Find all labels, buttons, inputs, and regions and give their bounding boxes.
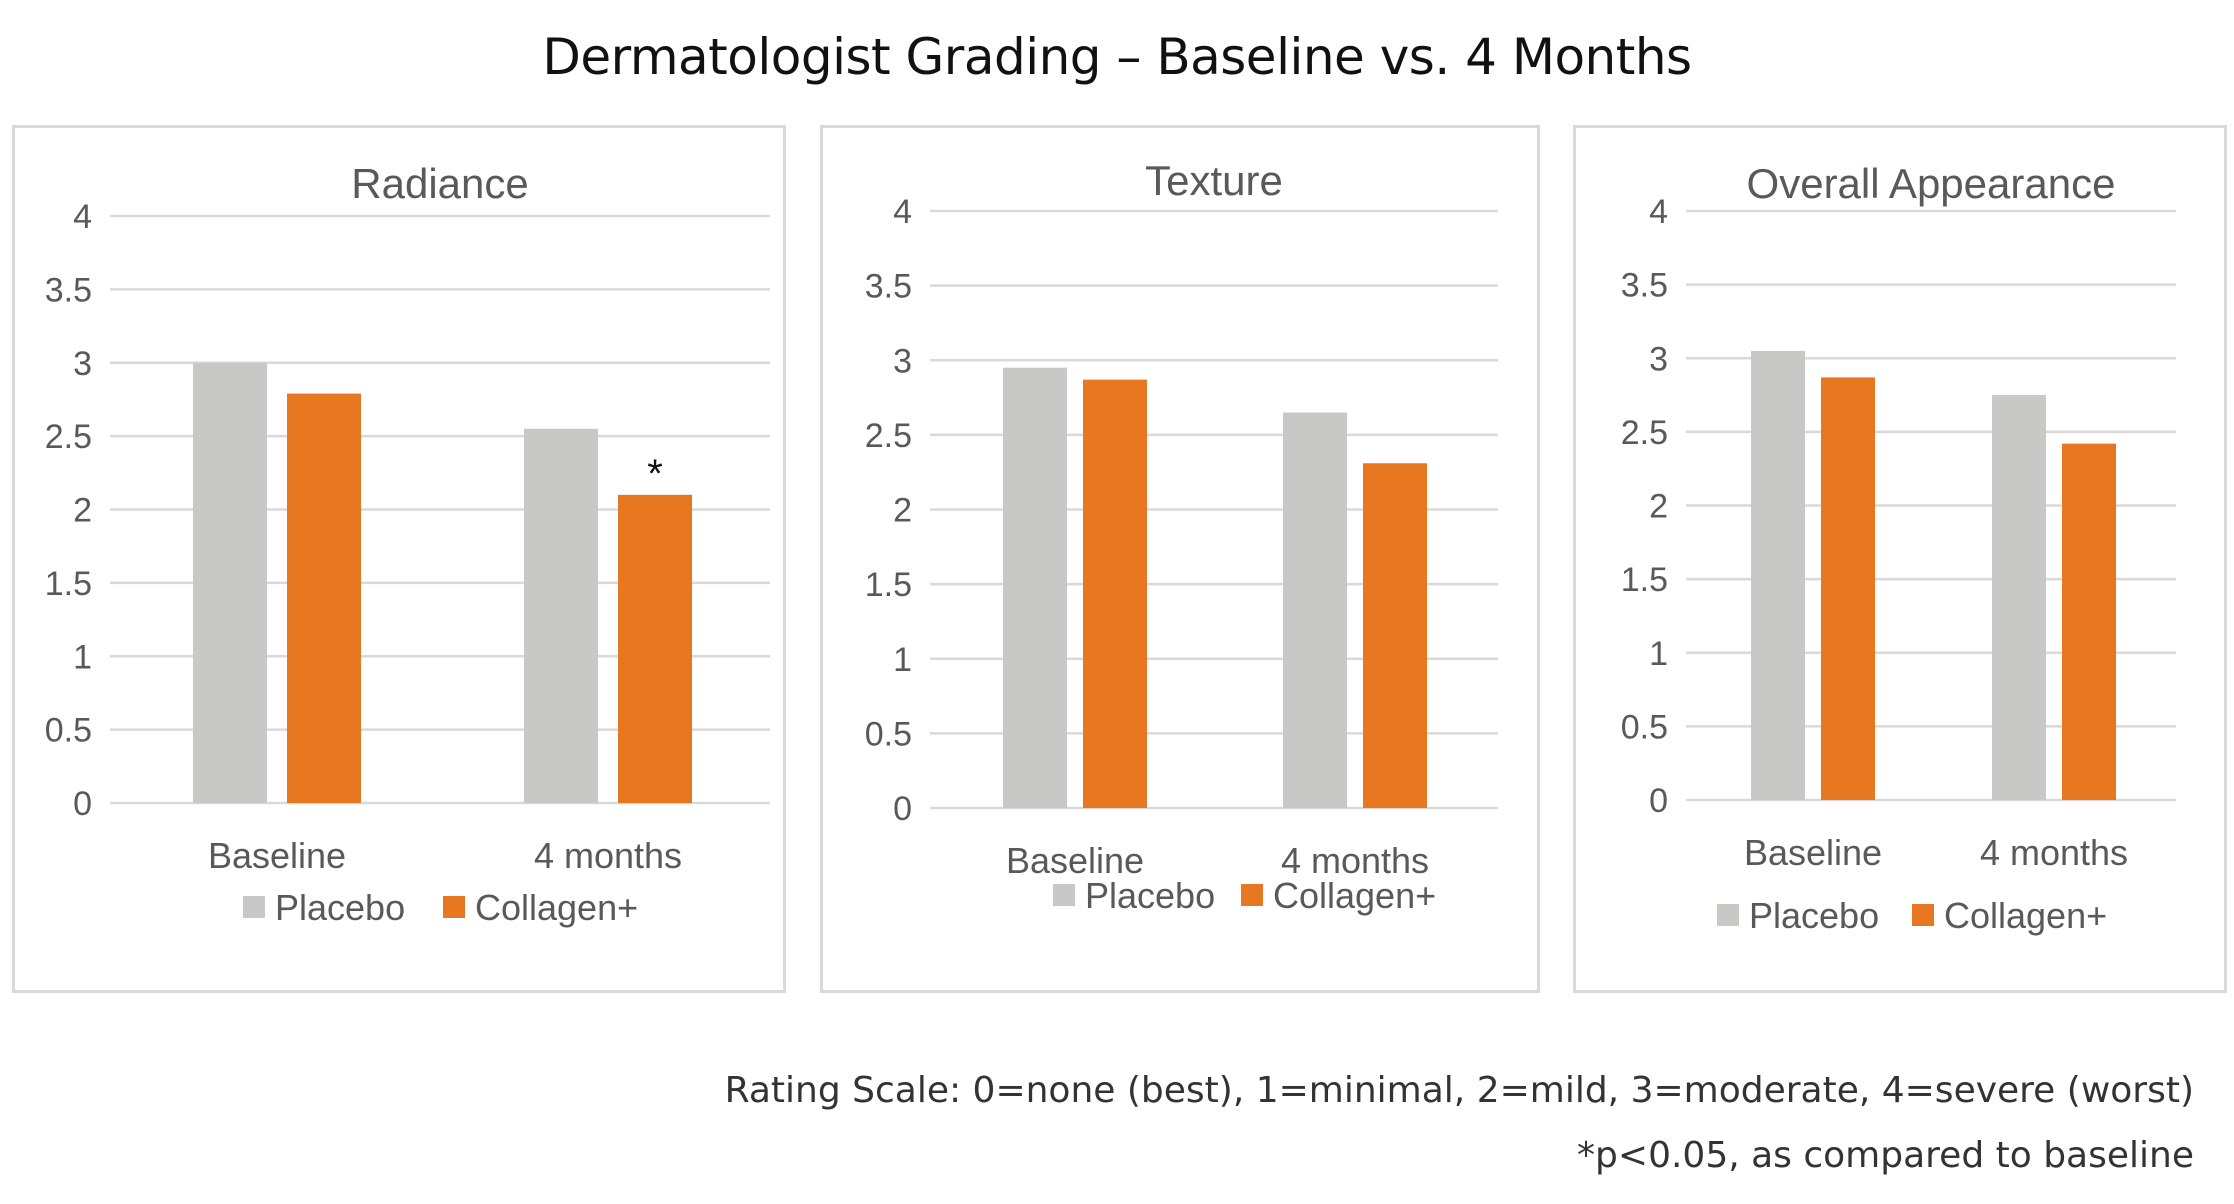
bar-collagen-4-months — [618, 494, 692, 803]
legend-swatch-collagen — [1912, 904, 1934, 926]
y-tick-label: 4 — [1649, 193, 1668, 231]
legend-label-collagen: Collagen+ — [1944, 895, 2107, 936]
legend-swatch-placebo — [243, 896, 265, 918]
y-tick-label: 4 — [893, 193, 912, 231]
legend-label-placebo: Placebo — [1749, 895, 1879, 936]
y-tick-label: 3 — [893, 342, 912, 380]
main-title: Dermatologist Grading – Baseline vs. 4 M… — [542, 28, 1692, 86]
x-category-label: 4 months — [1281, 840, 1429, 881]
legend-label-placebo: Placebo — [1085, 875, 1215, 916]
y-tick-label: 2.5 — [1621, 414, 1668, 452]
y-tick-label: 0.5 — [1621, 708, 1668, 746]
chart-panel-radiance: Radiance 0 0.5 1 1.5 2 2.5 3 3.5 4 Baseline * 4 mont… — [12, 125, 786, 993]
bar-placebo-4-months — [524, 428, 598, 803]
y-tick-label: 3.5 — [865, 268, 912, 306]
y-tick-label: 0.5 — [45, 712, 92, 750]
y-tick-label: 1.5 — [865, 566, 912, 604]
significance-marker: * — [647, 452, 663, 496]
chart-title: Overall Appearance — [1747, 160, 2116, 207]
legend-label-collagen: Collagen+ — [1273, 875, 1436, 916]
legend-swatch-collagen — [443, 896, 465, 918]
bar-placebo-baseline — [1003, 367, 1067, 808]
bar-collagen-4-months — [1363, 463, 1427, 808]
bar-collagen-baseline — [1083, 379, 1147, 808]
y-tick-label: 0 — [1649, 782, 1668, 820]
bar-collagen-4-months — [2062, 443, 2116, 800]
y-tick-label: 4 — [73, 198, 92, 236]
legend-label-placebo: Placebo — [275, 887, 405, 928]
bar-collagen-baseline — [287, 393, 361, 803]
y-tick-label: 2 — [893, 492, 912, 530]
bar-placebo-4-months — [1992, 395, 2046, 800]
y-tick-label: 0.5 — [865, 715, 912, 753]
chart-svg: Texture 0 0.5 1 1.5 2 2.5 3 3.5 4 Baseline 4 months… — [865, 157, 1498, 916]
x-category-label: 4 months — [1980, 832, 2128, 873]
legend-swatch-placebo — [1053, 884, 1075, 906]
x-category-label: Baseline — [208, 835, 346, 876]
legend-label-collagen: Collagen+ — [475, 887, 638, 928]
chart-svg: Overall Appearance 0 0.5 1 1.5 2 2.5 3 3.5 4 Basel… — [1621, 160, 2176, 936]
x-category-label: 4 months — [534, 835, 682, 876]
y-tick-label: 2 — [1649, 488, 1668, 526]
y-tick-label: 1.5 — [45, 565, 92, 603]
bar-collagen-baseline — [1821, 377, 1875, 800]
y-tick-label: 1.5 — [1621, 561, 1668, 599]
chart-panel-texture: Texture 0 0.5 1 1.5 2 2.5 3 3.5 4 Baseline 4 months… — [820, 125, 1540, 993]
y-tick-label: 0 — [73, 785, 92, 823]
y-tick-label: 2.5 — [865, 417, 912, 455]
legend-swatch-collagen — [1241, 884, 1263, 906]
y-tick-label: 3.5 — [1621, 267, 1668, 305]
y-tick-label: 3.5 — [45, 271, 92, 309]
y-tick-label: 1 — [1649, 635, 1668, 673]
bar-placebo-baseline — [193, 362, 267, 803]
y-tick-label: 3 — [73, 345, 92, 383]
y-tick-label: 3 — [1649, 340, 1668, 378]
y-tick-label: 2.5 — [45, 418, 92, 456]
chart-title: Radiance — [351, 160, 528, 207]
y-tick-label: 0 — [893, 790, 912, 828]
y-tick-label: 2 — [73, 492, 92, 530]
rating-scale-note: Rating Scale: 0=none (best), 1=minimal, … — [724, 1070, 2194, 1111]
bar-placebo-4-months — [1283, 412, 1347, 808]
chart-title: Texture — [1145, 157, 1283, 204]
x-category-label: Baseline — [1744, 832, 1882, 873]
x-category-label: Baseline — [1006, 840, 1144, 881]
chart-panel-overall-appearance: Overall Appearance 0 0.5 1 1.5 2 2.5 3 3.5 4 Basel… — [1573, 125, 2227, 993]
significance-note: *p<0.05, as compared to baseline — [1577, 1135, 2194, 1176]
chart-svg: Radiance 0 0.5 1 1.5 2 2.5 3 3.5 4 Baseline * 4 mont… — [45, 160, 770, 928]
legend-swatch-placebo — [1717, 904, 1739, 926]
bar-placebo-baseline — [1751, 350, 1805, 800]
y-tick-label: 1 — [893, 641, 912, 679]
y-tick-label: 1 — [73, 638, 92, 676]
